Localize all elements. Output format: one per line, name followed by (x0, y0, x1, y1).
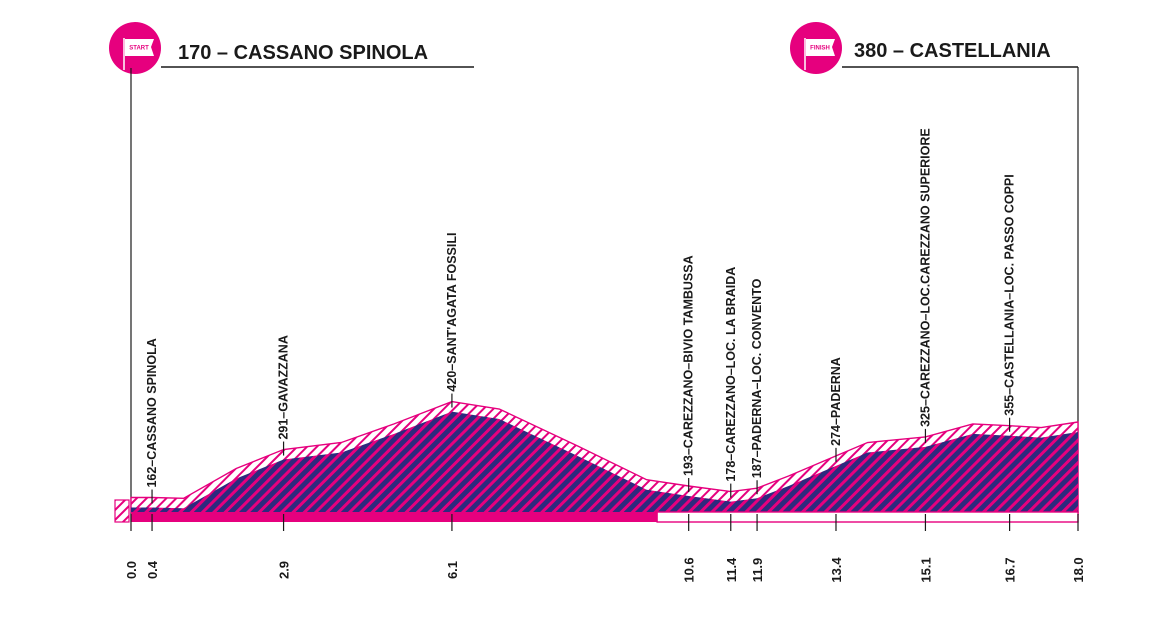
checkpoint-label: 355–CASTELLANIA–LOC. PASSO COPPI (1003, 174, 1017, 415)
distance-bar (131, 511, 1079, 523)
start-header: START 170 – CASSANO SPINOLA (109, 22, 474, 522)
profile-area (131, 411, 1078, 512)
finish-badge-text: FINISH (810, 46, 830, 52)
start-title: 170 – CASSANO SPINOLA (178, 42, 428, 64)
x-tick-label: 11.9 (750, 558, 765, 583)
start-edge-marker (114, 499, 130, 523)
checkpoint-label: 187–PADERNA–LOC. CONVENTO (750, 278, 764, 478)
finish-title: 380 – CASTELLANIA (854, 40, 1051, 62)
x-tick-label: 6.1 (445, 561, 460, 579)
x-axis-ticks: 0.0 0.4 2.9 6.1 10.6 11.4 11.9 13.4 15.1 16.7 18.0 (124, 514, 1086, 583)
checkpoint-label: 420–SANT'AGATA FOSSILI (445, 233, 459, 392)
x-tick-label: 16.7 (1003, 557, 1018, 582)
x-tick-label: 11.4 (724, 557, 739, 582)
x-tick-label: 18.0 (1071, 557, 1086, 582)
x-tick-label: 10.6 (682, 557, 697, 582)
profile-area-shape (131, 411, 1078, 512)
checkpoint-label: 162–CASSANO SPINOLA (145, 338, 159, 487)
finish-flag-icon (804, 38, 835, 70)
checkpoint-label: 193–CAREZZANO–BIVIO TAMBUSSA (682, 255, 696, 476)
x-tick-label: 15.1 (918, 557, 933, 582)
checkpoints: 162–CASSANO SPINOLA 291–GAVAZZANA 420–SANT… (145, 128, 1017, 504)
distance-bar-empty (656, 511, 1079, 523)
x-tick-label: 2.9 (277, 561, 292, 579)
start-badge-text: START (129, 46, 149, 52)
checkpoint-label: 291–GAVAZZANA (277, 335, 291, 439)
checkpoint-label: 325–CAREZZANO–LOC.CAREZZANO SUPERIORE (918, 128, 932, 427)
distance-bar-filled (131, 512, 658, 522)
start-flag-icon (123, 38, 154, 70)
checkpoint-label: 178–CAREZZANO–LOC. LA BRAIDA (724, 267, 738, 482)
x-tick-label: 0.4 (145, 560, 160, 579)
checkpoint-label: 274–PADERNA (829, 357, 843, 446)
x-tick-label: 0.0 (124, 561, 139, 579)
x-tick-label: 13.4 (829, 557, 844, 583)
